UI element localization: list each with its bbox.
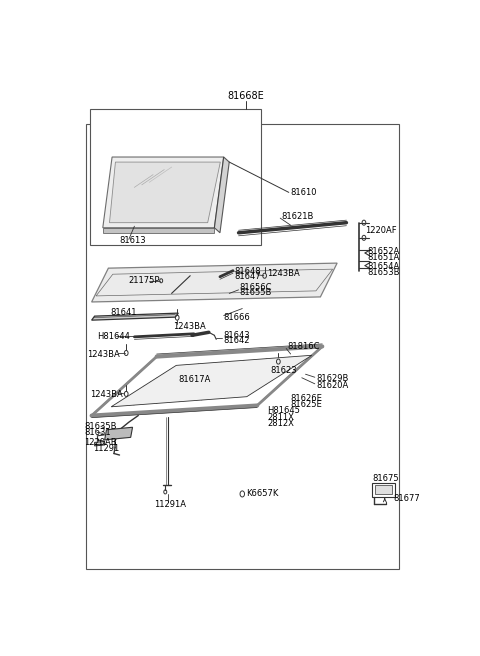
Text: 11291: 11291 [94, 444, 120, 453]
Polygon shape [103, 228, 215, 233]
Text: H81645: H81645 [267, 406, 300, 415]
Text: 81643: 81643 [223, 331, 250, 340]
Text: 11291A: 11291A [154, 499, 186, 508]
Polygon shape [215, 157, 229, 233]
Text: 2812X: 2812X [267, 419, 294, 428]
Text: 1243BA: 1243BA [173, 321, 206, 331]
Polygon shape [375, 485, 392, 494]
Text: 1243BA: 1243BA [87, 350, 120, 359]
Text: 81655B: 81655B [240, 289, 272, 297]
Text: 81623: 81623 [270, 366, 297, 375]
Text: 81629B: 81629B [316, 374, 348, 382]
Polygon shape [92, 313, 178, 320]
Text: 81642: 81642 [223, 337, 250, 345]
Text: 81677: 81677 [393, 495, 420, 503]
Text: 81621B: 81621B [281, 212, 314, 220]
Text: 81652A: 81652A [367, 247, 399, 256]
Polygon shape [103, 157, 224, 228]
Text: 81625E: 81625E [290, 400, 322, 409]
Text: 81654A: 81654A [367, 262, 399, 271]
Text: 81651A: 81651A [367, 253, 399, 262]
Text: 81647: 81647 [234, 272, 261, 281]
Text: 1243BA: 1243BA [90, 390, 122, 400]
Text: 81626E: 81626E [290, 394, 322, 403]
Text: 81648: 81648 [234, 267, 261, 276]
Text: 81668E: 81668E [228, 91, 264, 102]
Text: 21175P: 21175P [129, 276, 160, 285]
Text: 81620A: 81620A [316, 381, 348, 390]
Polygon shape [92, 263, 337, 302]
Polygon shape [95, 441, 105, 446]
Text: 81631: 81631 [84, 428, 111, 437]
Polygon shape [109, 162, 220, 222]
Text: 81617A: 81617A [178, 375, 211, 384]
Text: 81653B: 81653B [367, 268, 399, 277]
Text: 81641: 81641 [110, 308, 137, 317]
Text: 81656C: 81656C [240, 283, 272, 292]
Text: K6657K: K6657K [246, 489, 278, 499]
Text: 1220AF: 1220AF [365, 226, 396, 235]
Polygon shape [105, 427, 132, 440]
Text: 2811X: 2811X [267, 413, 294, 422]
Polygon shape [111, 356, 312, 407]
Text: 81675: 81675 [372, 474, 399, 483]
Bar [86, 124, 398, 569]
Text: H81644: H81644 [97, 332, 130, 341]
Polygon shape [92, 346, 322, 416]
Text: 1243BA: 1243BA [267, 269, 300, 277]
Text: 81635B: 81635B [84, 422, 117, 431]
Bar [90, 109, 261, 245]
Text: 1220AB: 1220AB [84, 438, 117, 447]
Text: 81610: 81610 [290, 188, 317, 197]
Text: 81666: 81666 [224, 313, 251, 321]
Polygon shape [372, 483, 395, 497]
Text: 81613: 81613 [120, 236, 146, 245]
Text: 81816C: 81816C [287, 342, 319, 351]
